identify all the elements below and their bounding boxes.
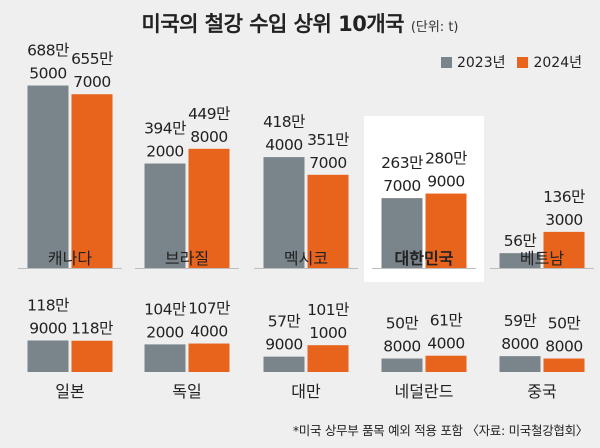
data-label: 4000: [265, 136, 302, 154]
data-label: 50만: [386, 315, 419, 333]
bar-country-8-s0: [381, 358, 423, 372]
data-label: 136만: [543, 188, 585, 206]
data-label: 2000: [146, 323, 183, 341]
data-label: 9000: [29, 319, 66, 337]
data-label: 449만: [188, 105, 230, 123]
legend-label-2023: 2023년: [456, 55, 506, 71]
bar-country-3-s0: [381, 198, 423, 268]
bar-country-9-s0: [499, 356, 541, 372]
bar-country-7-s0: [263, 356, 305, 372]
legend-item-2023: 2023년: [440, 52, 506, 72]
data-label: 688만: [27, 42, 69, 60]
bar-country-1-s1: [188, 148, 230, 268]
bar-country-3-s1: [425, 193, 467, 268]
data-label: 7000: [383, 177, 420, 195]
data-label: 104만: [144, 300, 186, 318]
unit-label: (단위: t): [410, 20, 459, 35]
legend-item-2024: 2024년: [517, 52, 582, 72]
category-label: 대한민국: [395, 249, 454, 268]
data-label: 107만: [188, 300, 230, 318]
bar-country-1-s0: [144, 163, 186, 268]
category-label: 베트남: [520, 249, 564, 268]
category-label: 일본: [55, 382, 84, 401]
category-label: 중국: [527, 382, 556, 401]
data-label: 4000: [427, 335, 464, 353]
bar-country-9-s1: [543, 358, 585, 372]
data-label: 118만: [27, 296, 69, 314]
category-label: 네덜란드: [395, 382, 454, 401]
bar-country-7-s1: [307, 345, 349, 372]
bar-country-2-s0: [263, 157, 305, 268]
bar-country-2-s1: [307, 174, 349, 268]
data-label: 57만: [268, 313, 301, 331]
data-label: 8000: [545, 338, 582, 356]
bar-country-4-s0: [499, 253, 541, 268]
data-label: 118만: [71, 320, 113, 338]
data-label: 655만: [71, 50, 113, 68]
bar-country-8-s1: [425, 355, 467, 372]
legend-swatch-2023: [440, 56, 452, 68]
category-label: 멕시코: [284, 249, 328, 268]
chart-title: 미국의 철강 수입 상위 10개국 (단위: t): [0, 8, 600, 38]
bar-country-5-s0: [27, 340, 69, 372]
title-text: 미국의 철강 수입 상위 10개국: [141, 12, 405, 36]
footnote: *미국 상무부 품목 예외 적용 포함 〈자료: 미국철강협회〉: [292, 423, 588, 438]
data-label: 8000: [383, 338, 420, 356]
category-label: 대만: [291, 382, 321, 401]
bar-country-5-s1: [71, 340, 113, 372]
data-label: 1000: [309, 324, 346, 342]
category-label: 캐나다: [48, 249, 92, 268]
data-label: 2000: [146, 143, 183, 161]
category-label: 브라질: [165, 249, 209, 268]
data-label: 8000: [501, 335, 538, 353]
data-label: 7000: [309, 154, 346, 172]
bar-country-0-s1: [71, 94, 113, 268]
bar-country-6-s1: [188, 343, 230, 372]
legend-label-2024: 2024년: [533, 55, 582, 71]
data-label: 61만: [430, 312, 463, 330]
data-label: 59만: [504, 312, 537, 330]
legend-swatch-2024: [517, 56, 529, 68]
data-label: 263만: [381, 154, 423, 172]
category-label: 독일: [172, 382, 201, 401]
data-label: 280만: [425, 150, 467, 168]
bar-country-0-s0: [27, 85, 69, 268]
data-label: 394만: [144, 120, 186, 138]
bar-country-6-s0: [144, 344, 186, 372]
bar-country-4-s1: [543, 231, 585, 268]
data-label: 8000: [190, 128, 227, 146]
data-label: 3000: [545, 211, 582, 229]
legend: 2023년 2024년: [429, 52, 582, 72]
data-label: 4000: [190, 323, 227, 341]
data-label: 50만: [548, 315, 581, 333]
data-label: 56만: [504, 232, 537, 250]
data-label: 9000: [427, 173, 464, 191]
data-label: 5000: [29, 65, 66, 83]
data-label: 7000: [73, 73, 110, 91]
data-label: 9000: [265, 336, 302, 354]
data-label: 101만: [307, 301, 349, 319]
data-label: 418만: [263, 113, 305, 131]
data-label: 351만: [307, 131, 349, 149]
